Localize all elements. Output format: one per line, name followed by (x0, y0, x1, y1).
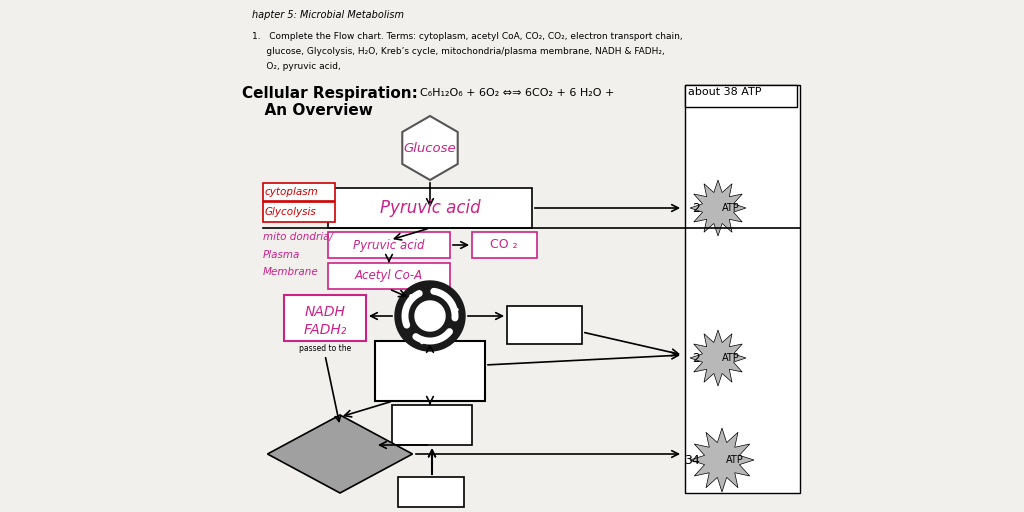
Text: Glucose: Glucose (403, 141, 457, 155)
Bar (263, 202, 335, 222)
Bar (284, 295, 366, 341)
Text: Plasma: Plasma (263, 250, 300, 260)
Text: FADH₂: FADH₂ (303, 323, 347, 337)
Polygon shape (690, 180, 746, 236)
Text: C₆H₁₂O₆ + 6O₂ ⇔⇒ 6CO₂ + 6 H₂O +: C₆H₁₂O₆ + 6O₂ ⇔⇒ 6CO₂ + 6 H₂O + (420, 88, 617, 98)
Text: cytoplasm: cytoplasm (265, 187, 318, 197)
Text: ATP: ATP (722, 353, 739, 363)
Bar (392, 405, 472, 445)
Polygon shape (402, 116, 458, 180)
Text: Pyruvic acid: Pyruvic acid (353, 239, 425, 251)
Text: Acetyl Co-A: Acetyl Co-A (355, 269, 423, 283)
Bar (685, 85, 800, 493)
Text: about 38 ATP: about 38 ATP (688, 87, 762, 97)
Text: passed to the: passed to the (299, 344, 351, 353)
Text: 1.   Complete the Flow chart. Terms: cytoplasm, acetyl CoA, CO₂, CO₂, electron t: 1. Complete the Flow chart. Terms: cytop… (252, 32, 683, 41)
Polygon shape (415, 301, 445, 331)
Text: 2: 2 (692, 352, 700, 365)
Bar (328, 232, 450, 258)
Polygon shape (690, 330, 746, 386)
Polygon shape (690, 428, 754, 492)
Bar (472, 232, 537, 258)
Bar (685, 85, 797, 107)
Text: CO ₂: CO ₂ (490, 239, 518, 251)
Text: hapter 5: Microbial Metabolism: hapter 5: Microbial Metabolism (252, 10, 404, 20)
Text: NADH: NADH (304, 305, 345, 319)
Text: mito dondria/: mito dondria/ (263, 232, 333, 242)
Text: Membrane: Membrane (263, 267, 318, 277)
Bar (507, 306, 582, 344)
Bar (398, 477, 464, 507)
Text: 34: 34 (684, 454, 700, 466)
Bar (375, 341, 485, 401)
Polygon shape (395, 281, 465, 351)
Bar (328, 263, 450, 289)
Text: Pyruvic acid: Pyruvic acid (380, 199, 480, 217)
Text: ATP: ATP (726, 455, 743, 465)
Bar (328, 188, 532, 228)
Text: 2: 2 (692, 202, 700, 215)
Text: Glycolysis: Glycolysis (265, 207, 316, 217)
Text: ATP: ATP (722, 203, 739, 213)
Polygon shape (267, 415, 413, 493)
Text: An Overview: An Overview (254, 103, 373, 118)
Text: O₂, pyruvic acid,: O₂, pyruvic acid, (252, 62, 341, 71)
Text: glucose, Glycolysis, H₂O, Kreb’s cycle, mitochondria/plasma membrane, NADH & FAD: glucose, Glycolysis, H₂O, Kreb’s cycle, … (252, 47, 665, 56)
Bar (263, 183, 335, 201)
Text: Cellular Respiration:: Cellular Respiration: (242, 86, 418, 101)
